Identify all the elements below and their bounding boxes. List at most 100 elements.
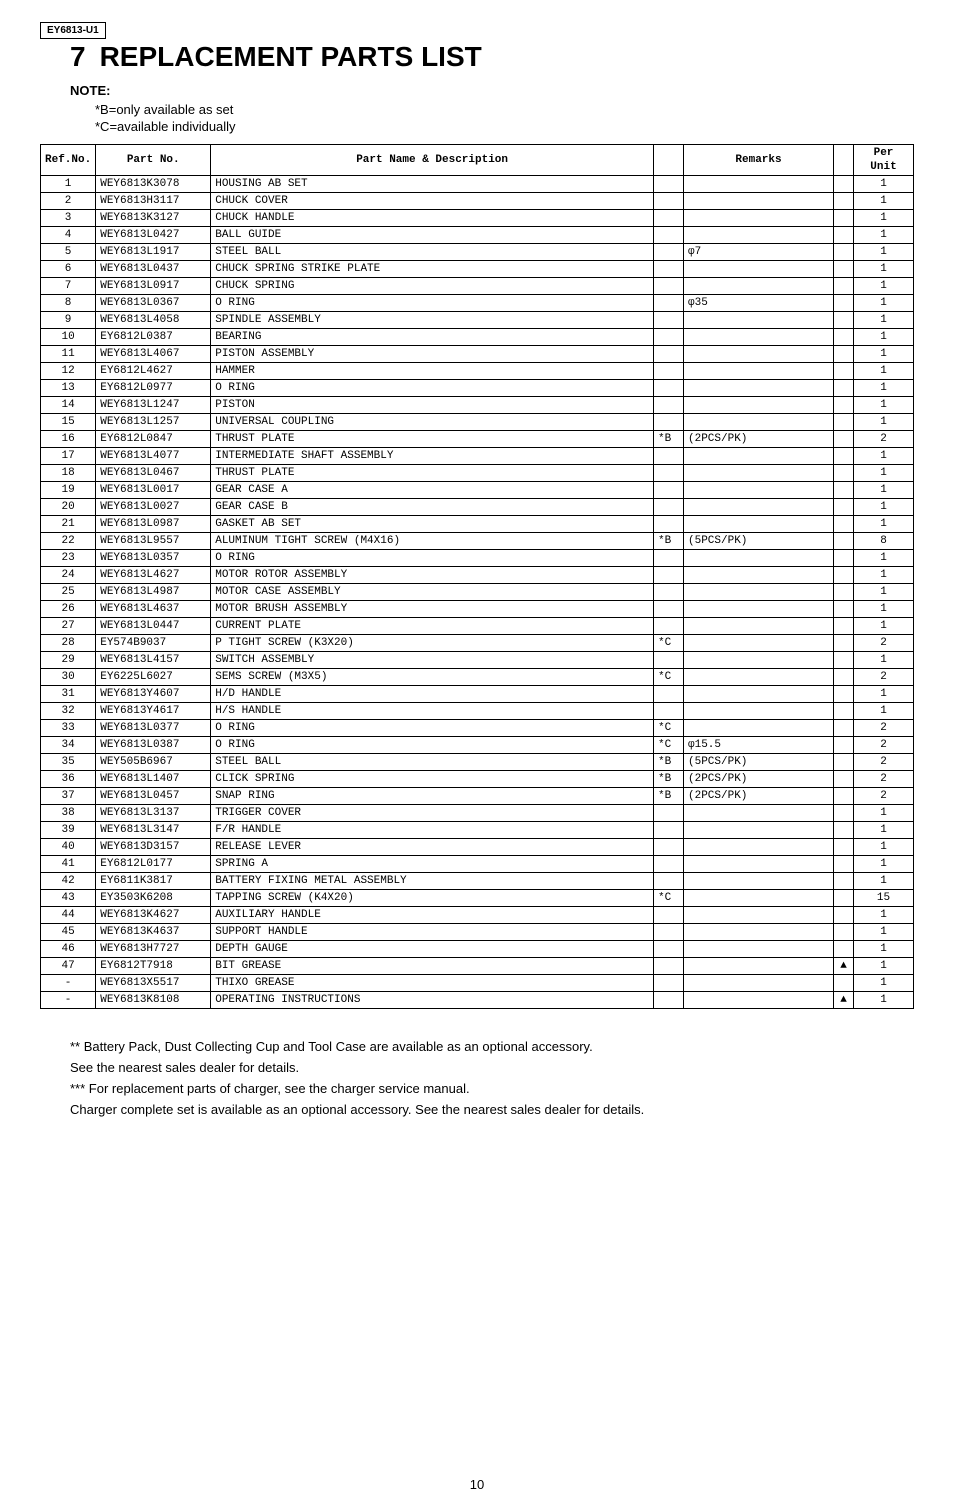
mark-cell <box>654 244 684 261</box>
mark-cell <box>654 703 684 720</box>
part-cell: WEY6813K4627 <box>96 907 211 924</box>
part-cell: WEY6813L0027 <box>96 499 211 516</box>
table-row: 8WEY6813L0367O RINGφ351 <box>41 295 914 312</box>
ref-cell: 26 <box>41 601 96 618</box>
name-cell: THIXO GREASE <box>211 975 654 992</box>
unit-cell: 1 <box>854 856 914 873</box>
footnote-4: Charger complete set is available as an … <box>70 1102 914 1117</box>
part-cell: WEY6813L4987 <box>96 584 211 601</box>
sym-cell <box>834 788 854 805</box>
name-cell: SEMS SCREW (M3X5) <box>211 669 654 686</box>
mark-cell <box>654 312 684 329</box>
sym-cell <box>834 193 854 210</box>
sym-cell <box>834 669 854 686</box>
sym-cell <box>834 771 854 788</box>
unit-cell: 2 <box>854 771 914 788</box>
name-cell: O RING <box>211 550 654 567</box>
name-cell: GEAR CASE B <box>211 499 654 516</box>
rem-cell <box>684 907 834 924</box>
mark-cell: *B <box>654 754 684 771</box>
unit-cell: 1 <box>854 550 914 567</box>
table-row: 20WEY6813L0027GEAR CASE B1 <box>41 499 914 516</box>
sym-cell <box>834 380 854 397</box>
name-cell: CLICK SPRING <box>211 771 654 788</box>
mark-cell <box>654 278 684 295</box>
part-cell: EY6225L6027 <box>96 669 211 686</box>
mark-cell <box>654 550 684 567</box>
sym-cell <box>834 431 854 448</box>
mark-cell <box>654 176 684 193</box>
table-row: 27WEY6813L0447CURRENT PLATE1 <box>41 618 914 635</box>
mark-cell <box>654 516 684 533</box>
ref-cell: 17 <box>41 448 96 465</box>
rem-cell <box>684 346 834 363</box>
ref-cell: 24 <box>41 567 96 584</box>
unit-cell: 1 <box>854 805 914 822</box>
mark-cell <box>654 992 684 1009</box>
sym-cell: ▲ <box>834 992 854 1009</box>
sym-cell <box>834 550 854 567</box>
rem-cell <box>684 669 834 686</box>
rem-cell: (5PCS/PK) <box>684 754 834 771</box>
unit-cell: 1 <box>854 210 914 227</box>
part-cell: WEY6813L0387 <box>96 737 211 754</box>
table-header-row: Ref.No. Part No. Part Name & Description… <box>41 145 914 176</box>
mark-cell: *B <box>654 771 684 788</box>
unit-cell: 1 <box>854 873 914 890</box>
name-cell: ALUMINUM TIGHT SCREW (M4X16) <box>211 533 654 550</box>
sym-cell <box>834 312 854 329</box>
part-cell: EY6812T7918 <box>96 958 211 975</box>
sym-cell: ▲ <box>834 958 854 975</box>
table-row: 19WEY6813L0017GEAR CASE A1 <box>41 482 914 499</box>
mark-cell <box>654 499 684 516</box>
ref-cell: 35 <box>41 754 96 771</box>
part-cell: WEY6813K4637 <box>96 924 211 941</box>
table-row: 21WEY6813L0987GASKET AB SET1 <box>41 516 914 533</box>
ref-cell: 18 <box>41 465 96 482</box>
part-cell: WEY6813K3127 <box>96 210 211 227</box>
rem-cell <box>684 278 834 295</box>
ref-cell: 46 <box>41 941 96 958</box>
rem-cell <box>684 805 834 822</box>
sym-cell <box>834 244 854 261</box>
mark-cell <box>654 448 684 465</box>
mark-cell <box>654 822 684 839</box>
name-cell: STEEL BALL <box>211 754 654 771</box>
note-b: *B=only available as set <box>95 102 914 117</box>
part-cell: WEY6813L0427 <box>96 227 211 244</box>
rem-cell: (2PCS/PK) <box>684 771 834 788</box>
unit-cell: 1 <box>854 652 914 669</box>
ref-cell: 39 <box>41 822 96 839</box>
name-cell: INTERMEDIATE SHAFT ASSEMBLY <box>211 448 654 465</box>
rem-cell <box>684 618 834 635</box>
table-row: 33WEY6813L0377O RING*C2 <box>41 720 914 737</box>
ref-cell: 11 <box>41 346 96 363</box>
unit-cell: 1 <box>854 499 914 516</box>
mark-cell <box>654 210 684 227</box>
unit-cell: 1 <box>854 992 914 1009</box>
rem-cell <box>684 975 834 992</box>
section-number: 7 <box>70 41 86 72</box>
rem-cell <box>684 363 834 380</box>
name-cell: P TIGHT SCREW (K3X20) <box>211 635 654 652</box>
table-row: 11WEY6813L4067PISTON ASSEMBLY1 <box>41 346 914 363</box>
ref-cell: 37 <box>41 788 96 805</box>
table-row: 47EY6812T7918BIT GREASE▲1 <box>41 958 914 975</box>
table-row: 18WEY6813L0467THRUST PLATE1 <box>41 465 914 482</box>
part-cell: WEY6813L0437 <box>96 261 211 278</box>
sym-cell <box>834 873 854 890</box>
unit-cell: 2 <box>854 754 914 771</box>
unit-cell: 1 <box>854 958 914 975</box>
part-cell: WEY6813L0987 <box>96 516 211 533</box>
name-cell: BEARING <box>211 329 654 346</box>
rem-cell <box>684 414 834 431</box>
unit-cell: 1 <box>854 822 914 839</box>
unit-cell: 1 <box>854 312 914 329</box>
mark-cell <box>654 193 684 210</box>
table-row: 35WEY505B6967STEEL BALL*B(5PCS/PK)2 <box>41 754 914 771</box>
name-cell: CHUCK SPRING <box>211 278 654 295</box>
ref-cell: 29 <box>41 652 96 669</box>
ref-cell: 22 <box>41 533 96 550</box>
part-cell: WEY6813L0357 <box>96 550 211 567</box>
table-row: 22WEY6813L9557ALUMINUM TIGHT SCREW (M4X1… <box>41 533 914 550</box>
